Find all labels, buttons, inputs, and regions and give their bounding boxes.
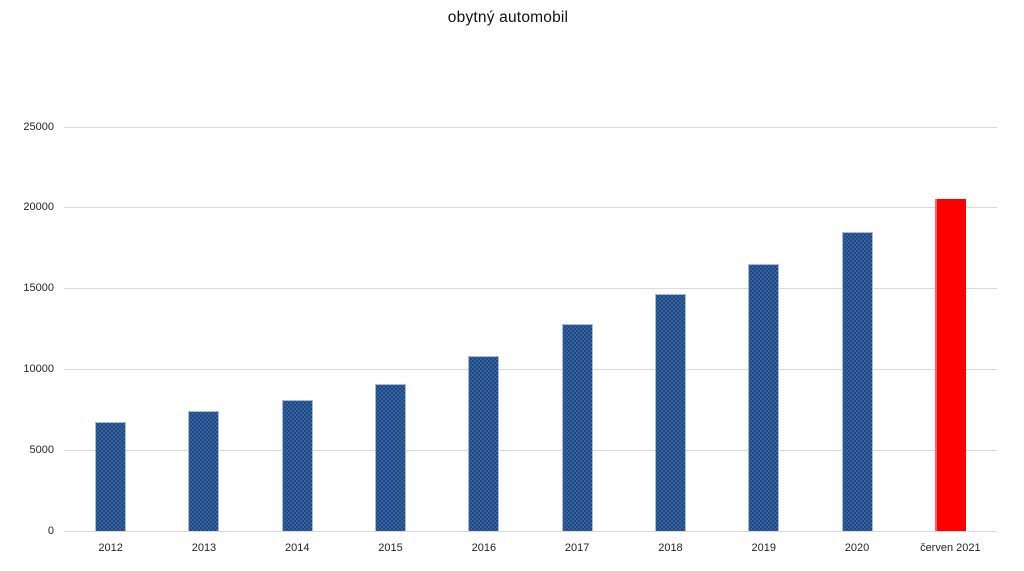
- y-axis-tick-label: 10000: [23, 362, 54, 375]
- bar-2020: [841, 232, 873, 531]
- gridline-25000: [64, 126, 997, 128]
- y-axis-tick-label: 15000: [23, 282, 54, 295]
- bar-2014: [281, 400, 313, 531]
- y-axis-tick-label: 20000: [23, 201, 54, 214]
- bar-2013: [188, 411, 220, 531]
- chart-title: obytný automobil: [447, 9, 569, 26]
- x-axis-tick-label-2018: 2018: [658, 542, 683, 554]
- x-axis-tick-label-2014: 2014: [285, 542, 310, 554]
- gridline-0: [64, 530, 997, 532]
- bar-2018: [654, 294, 686, 531]
- gridline-5000: [64, 449, 997, 451]
- x-axis-tick-label-2012: 2012: [98, 542, 123, 554]
- y-axis-tick-label: 25000: [23, 120, 54, 133]
- bar-2012: [95, 421, 127, 531]
- x-axis-tick-label-2013: 2013: [191, 542, 217, 554]
- y-axis-tick-label: 0: [47, 524, 54, 537]
- x-axis-tick-label-2020: 2020: [844, 542, 870, 554]
- bar-2015: [375, 383, 407, 531]
- x-axis-tick-label-2017: 2017: [564, 542, 590, 554]
- x-axis-tick-label-2016: 2016: [471, 542, 497, 554]
- gridline-20000: [64, 207, 997, 209]
- x-axis-tick-label-2019: 2019: [751, 542, 776, 554]
- bar-2019: [748, 264, 780, 531]
- bar-2016: [468, 356, 500, 531]
- bar-cerven-2021: [934, 198, 966, 531]
- x-axis-tick-label-cerven-2021: červen 2021: [920, 542, 981, 554]
- bar-2017: [561, 324, 593, 531]
- gridline-10000: [64, 368, 997, 370]
- gridline-15000: [64, 288, 997, 290]
- x-axis-tick-label-2015: 2015: [378, 542, 403, 554]
- y-axis-tick-label: 5000: [29, 443, 54, 456]
